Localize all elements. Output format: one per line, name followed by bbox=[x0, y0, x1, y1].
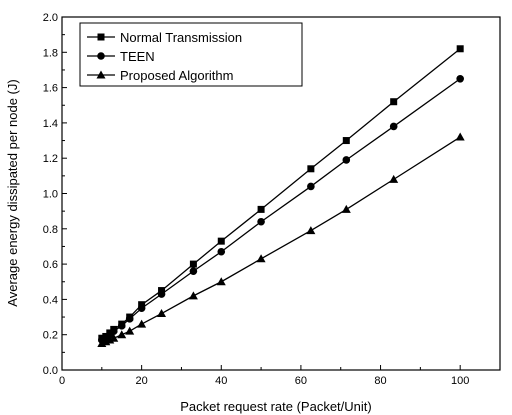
x-tick-label: 80 bbox=[374, 375, 386, 387]
data-point bbox=[189, 260, 197, 268]
data-point bbox=[307, 165, 315, 173]
data-point bbox=[257, 205, 265, 213]
data-point bbox=[217, 247, 226, 256]
legend-box bbox=[79, 22, 303, 87]
series-line bbox=[101, 136, 461, 345]
series-layer bbox=[97, 45, 465, 348]
legend-label: TEEN bbox=[120, 49, 155, 64]
y-tick-label: 0.6 bbox=[43, 259, 58, 271]
data-point bbox=[117, 330, 127, 339]
x-axis-title: Packet request rate (Packet/Unit) bbox=[180, 399, 371, 414]
y-tick-label: 1.2 bbox=[43, 153, 58, 165]
y-tick-label: 1.0 bbox=[43, 189, 58, 201]
legend-label: Proposed Algorithm bbox=[120, 68, 233, 83]
data-point bbox=[456, 74, 464, 83]
y-axis: 0.0 0.2 0.4 0.6 0.8 1.0 1.2 1.4 1.6 1.8 2.0 bbox=[43, 12, 67, 377]
y-tick-label: 1.8 bbox=[43, 47, 58, 59]
legend-item: Proposed Algorithm bbox=[87, 68, 233, 83]
data-point bbox=[157, 290, 166, 298]
x-tick-label: 20 bbox=[136, 375, 148, 387]
data-point bbox=[390, 98, 398, 106]
data-point bbox=[216, 277, 226, 286]
x-tick-label: 40 bbox=[215, 375, 227, 387]
y-tick-label: 0.0 bbox=[43, 365, 58, 377]
data-point bbox=[342, 156, 351, 164]
data-point bbox=[257, 217, 265, 226]
series-group bbox=[98, 45, 464, 342]
legend-marker bbox=[97, 52, 105, 60]
data-point bbox=[137, 304, 146, 313]
y-tick-label: 1.4 bbox=[43, 118, 58, 130]
data-point bbox=[109, 333, 119, 342]
data-point bbox=[342, 137, 350, 145]
y-tick-label: 0.2 bbox=[43, 330, 58, 342]
data-point bbox=[389, 174, 399, 183]
data-point bbox=[189, 267, 198, 275]
x-tick-label: 60 bbox=[295, 375, 307, 387]
data-point bbox=[341, 204, 351, 213]
legend-item: TEEN bbox=[87, 49, 155, 64]
y-tick-label: 2.0 bbox=[43, 12, 58, 24]
data-point bbox=[455, 132, 465, 141]
legend: Normal Transmission TEEN Proposed Algorith… bbox=[79, 22, 303, 87]
y-tick-label: 0.4 bbox=[43, 294, 58, 306]
series-line bbox=[101, 48, 461, 339]
data-point bbox=[389, 122, 398, 131]
data-point bbox=[137, 319, 147, 328]
data-point bbox=[117, 322, 126, 330]
y-tick-label: 1.6 bbox=[43, 83, 58, 95]
data-point bbox=[125, 315, 134, 323]
legend-marker bbox=[97, 33, 105, 41]
series-group bbox=[98, 74, 464, 344]
legend-label: Normal Transmission bbox=[120, 30, 242, 45]
data-point bbox=[157, 309, 167, 318]
series-line bbox=[101, 78, 461, 341]
legend-item: Normal Transmission bbox=[87, 30, 242, 45]
data-point bbox=[306, 226, 316, 235]
x-tick-label: 100 bbox=[451, 375, 469, 387]
data-point bbox=[109, 327, 118, 335]
data-point bbox=[217, 237, 225, 245]
data-point bbox=[456, 45, 464, 53]
x-axis: 0 20 40 60 80 100 bbox=[59, 365, 469, 387]
data-point bbox=[256, 254, 266, 263]
data-point bbox=[125, 326, 135, 335]
x-tick-label: 0 bbox=[59, 375, 65, 387]
data-point bbox=[188, 291, 198, 300]
legend-marker bbox=[96, 70, 106, 79]
data-point bbox=[307, 182, 315, 191]
y-tick-label: 0.8 bbox=[43, 224, 58, 236]
series-group bbox=[97, 132, 465, 348]
y-axis-title: Average energy dissipated per node (J) bbox=[5, 79, 20, 306]
